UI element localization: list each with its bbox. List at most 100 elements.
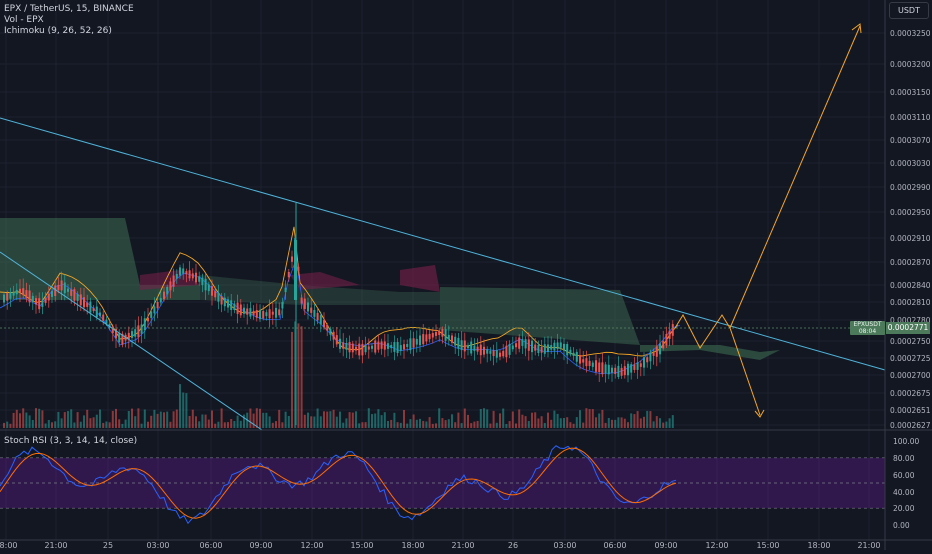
volume-bar bbox=[191, 409, 194, 428]
currency-unit-button[interactable]: USDT bbox=[889, 2, 929, 19]
volume-bar bbox=[351, 412, 354, 428]
candle-body bbox=[617, 365, 620, 377]
volume-bar bbox=[249, 408, 252, 428]
legend-volume[interactable]: Vol - EPX bbox=[4, 15, 44, 25]
candle-body bbox=[262, 311, 265, 319]
candle-body bbox=[73, 289, 76, 301]
volume-bar bbox=[316, 408, 319, 428]
time-tick-label: 21:00 bbox=[451, 541, 474, 550]
candle-body bbox=[383, 341, 386, 350]
volume-bar bbox=[431, 423, 434, 428]
volume-bar bbox=[51, 422, 53, 428]
volume-bar bbox=[495, 422, 498, 428]
volume-bar bbox=[143, 409, 146, 428]
volume-bar bbox=[259, 408, 261, 428]
candle-body bbox=[569, 349, 572, 355]
volume-bar bbox=[371, 414, 373, 428]
volume-bar bbox=[588, 409, 591, 428]
volume-bar bbox=[534, 412, 537, 428]
candle-body bbox=[547, 344, 549, 352]
candle-body bbox=[534, 344, 537, 351]
candle-body bbox=[438, 330, 441, 335]
volume-bar bbox=[585, 408, 588, 428]
candle-body bbox=[636, 362, 639, 370]
candle-body bbox=[326, 325, 329, 331]
volume-bar bbox=[575, 417, 578, 428]
rsi-tick-label: 40.00 bbox=[893, 488, 915, 497]
volume-bar bbox=[227, 422, 229, 428]
candle-body bbox=[387, 343, 389, 349]
volume-bar bbox=[175, 409, 178, 428]
candle-body bbox=[499, 352, 501, 357]
time-tick-label: 21:00 bbox=[44, 541, 67, 550]
rsi-tick-label: 20.00 bbox=[893, 504, 915, 513]
candle-body bbox=[543, 344, 546, 354]
volume-bar bbox=[153, 409, 156, 428]
candle-body bbox=[236, 302, 239, 314]
volume-bar bbox=[569, 422, 572, 428]
candle-body bbox=[54, 285, 57, 296]
volume-bar bbox=[207, 419, 210, 428]
candle-body bbox=[191, 273, 194, 279]
ichimoku-cloud-red-3 bbox=[400, 265, 440, 292]
volume-bar bbox=[179, 384, 181, 428]
legend-ichimoku[interactable]: Ichimoku (9, 26, 52, 26) bbox=[4, 26, 112, 36]
rsi-legend[interactable]: Stoch RSI (3, 3, 14, 14, close) bbox=[4, 436, 138, 446]
volume-bar bbox=[233, 421, 236, 428]
volume-bar bbox=[332, 409, 335, 428]
rsi-axis[interactable]: 100.00 80.00 60.00 40.00 20.00 0.00 bbox=[893, 437, 919, 530]
price-tick-label: 0.0002675 bbox=[890, 389, 931, 398]
price-tick-label: 0.0002750 bbox=[890, 337, 931, 346]
candle-body bbox=[19, 288, 21, 293]
candle-body bbox=[188, 270, 191, 279]
candle-body bbox=[649, 352, 652, 362]
time-axis[interactable]: 18:00 21:00 25 03:00 06:00 09:00 12:00 15:00 18:… bbox=[0, 541, 881, 550]
volume-bar bbox=[463, 408, 466, 428]
volume-bar bbox=[230, 419, 233, 428]
volume-bar bbox=[271, 422, 274, 428]
candle-body bbox=[646, 357, 649, 363]
time-tick-label: 06:00 bbox=[603, 541, 626, 550]
candle-body bbox=[185, 271, 188, 275]
candle-body bbox=[57, 285, 60, 291]
volume-bar bbox=[502, 408, 505, 428]
candle-body bbox=[198, 276, 201, 282]
volume-bar bbox=[255, 408, 258, 428]
symbol-price-tag: EPXUSDT 08:04 bbox=[850, 321, 885, 335]
candle-body bbox=[281, 302, 284, 309]
candle-body bbox=[492, 350, 495, 357]
volume-bar bbox=[614, 419, 617, 428]
candle-body bbox=[38, 298, 41, 310]
volume-bar bbox=[281, 422, 284, 428]
volume-bar bbox=[57, 411, 60, 428]
candle-body bbox=[489, 350, 492, 354]
legend-symbol[interactable]: EPX / TetherUS, 15, BINANCE bbox=[4, 4, 134, 14]
ichimoku-cloud-red-2 bbox=[290, 272, 360, 290]
candle-body bbox=[393, 342, 396, 352]
volume-bar bbox=[108, 422, 111, 428]
volume-bar bbox=[319, 416, 322, 428]
price-axis[interactable]: 0.0003250 0.0003200 0.0003150 0.0003110 0.00… bbox=[890, 29, 931, 430]
volume-bar bbox=[454, 422, 457, 428]
candle-body bbox=[483, 346, 485, 355]
volume-bar bbox=[19, 413, 21, 428]
volume-bar bbox=[396, 422, 399, 428]
candle-body bbox=[214, 291, 217, 298]
rsi-tick-label: 80.00 bbox=[893, 454, 915, 463]
volume-bar bbox=[310, 416, 313, 428]
candle-body bbox=[335, 335, 338, 345]
candle-body bbox=[643, 357, 645, 368]
candle-body bbox=[380, 341, 383, 349]
candle-body bbox=[137, 325, 140, 338]
candle-body bbox=[553, 342, 556, 351]
volume-bar bbox=[550, 419, 553, 428]
volume-bar bbox=[521, 414, 524, 428]
volume-bar bbox=[547, 412, 549, 428]
volume-bar bbox=[374, 413, 377, 428]
last-price-badge: 0.0002771 bbox=[886, 322, 930, 334]
candle-body bbox=[524, 339, 527, 349]
price-tag-countdown: 08:04 bbox=[858, 328, 877, 335]
candle-body bbox=[399, 345, 402, 351]
